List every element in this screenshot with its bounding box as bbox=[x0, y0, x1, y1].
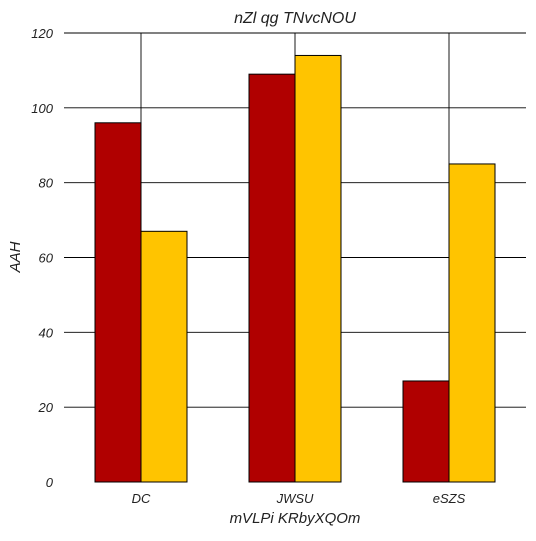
x-tick-label: JWSU bbox=[276, 491, 314, 506]
bar-layer bbox=[94, 54, 496, 483]
bar-JWSU-series-2 bbox=[294, 54, 342, 483]
y-tick-label: 20 bbox=[38, 400, 54, 415]
bar-DC-series-2 bbox=[140, 230, 188, 483]
bar-JWSU-series-1 bbox=[248, 73, 296, 483]
y-tick-label: 80 bbox=[39, 176, 54, 191]
y-tick-label: 60 bbox=[39, 251, 54, 266]
chart-title: nZl qg TNvcNOU bbox=[234, 10, 356, 27]
x-tick-label: DC bbox=[132, 491, 151, 506]
y-axis-label: AAH bbox=[7, 241, 24, 273]
y-tick-label: 40 bbox=[39, 325, 54, 340]
x-tick-label: eSZS bbox=[433, 491, 466, 506]
y-tick-label: 100 bbox=[31, 101, 53, 116]
x-axis-label: mVLPi KRbyXQOm bbox=[230, 510, 361, 527]
bar-DC-series-1 bbox=[94, 122, 142, 483]
bar-eSZS-series-1 bbox=[402, 380, 450, 483]
y-tick-label: 0 bbox=[46, 475, 54, 490]
y-tick-label: 120 bbox=[31, 26, 53, 41]
bar-eSZS-series-2 bbox=[448, 163, 496, 483]
tick-layer: 0 20 40 60 80 100 120 DC JWSU eSZS bbox=[31, 26, 465, 506]
